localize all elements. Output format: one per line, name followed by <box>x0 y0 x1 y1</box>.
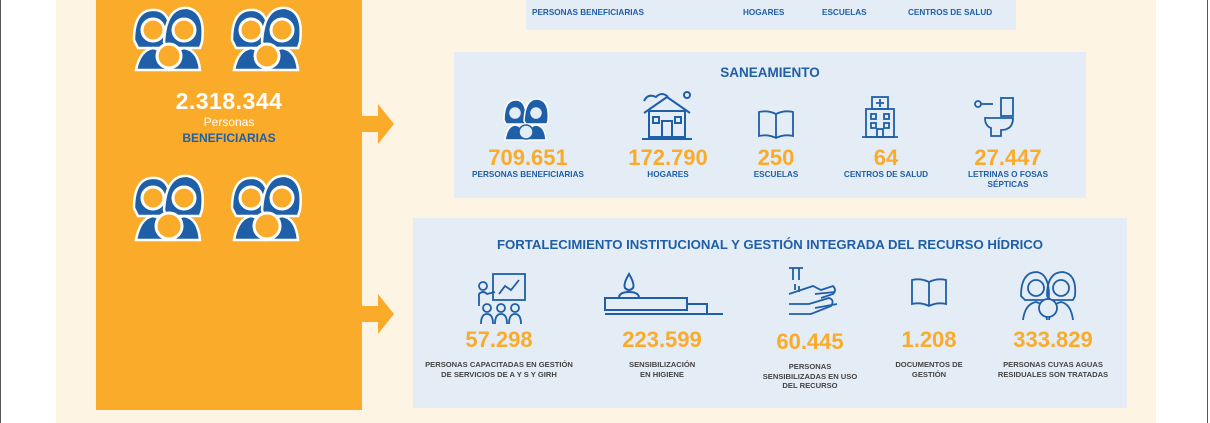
top-label-hogares: HOGARES <box>743 8 785 17</box>
saneamiento-title: SANEAMIENTO <box>720 65 820 80</box>
stat-personas-sensibilizadas: 60.445 PERSONAS SENSIBILIZADAS EN USO DE… <box>755 330 865 391</box>
stat-letrinas: 27.447 LETRINAS O FOSAS SÉPTICAS <box>952 146 1064 190</box>
stat-sensibilizacion-higiene: 223.599 SENSIBILIZACIÓN EN HIGIENE <box>603 328 721 379</box>
stat-value: 64 <box>873 145 899 170</box>
arrow-right-icon <box>362 104 394 144</box>
top-label-escuelas: ESCUELAS <box>822 8 867 17</box>
toilet-icon <box>974 97 1014 137</box>
arrow-right-icon <box>362 294 394 334</box>
fortalecimiento-title: FORTALECIMIENTO INSTITUCIONAL Y GESTIÓN … <box>496 237 1044 252</box>
stat-escuelas: 250 ESCUELAS <box>738 146 814 180</box>
stat-value: 1.208 <box>901 327 957 352</box>
people-icon <box>132 6 302 72</box>
book-icon <box>758 110 794 140</box>
stat-personas-beneficiarias: 709.651 PERSONAS BENEFICIARIAS <box>456 146 600 180</box>
stat-label: PERSONAS CUYAS AGUAS RESIDUALES SON TRAT… <box>997 360 1109 379</box>
water-drop-icon <box>604 272 723 315</box>
stat-label: PERSONAS CAPACITADAS EN GESTIÓN DE SERVI… <box>425 360 573 379</box>
handwash-icon <box>788 267 838 315</box>
book-icon <box>911 278 947 308</box>
agua-panel: PERSONAS BENEFICIARIAS HOGARES ESCUELAS … <box>526 0 1016 30</box>
stat-value: 60.445 <box>776 329 844 354</box>
stat-hogares: 172.790 HOGARES <box>610 146 726 180</box>
training-icon <box>478 273 526 325</box>
stat-value: 709.651 <box>488 145 568 170</box>
total-beneficiaries-caption: BENEFICIARIAS <box>182 131 276 145</box>
fortalecimiento-panel: FORTALECIMIENTO INSTITUCIONAL Y GESTIÓN … <box>413 218 1127 408</box>
top-label-personas: PERSONAS BENEFICIARIAS <box>532 8 644 17</box>
stat-personas-capacitadas: 57.298 PERSONAS CAPACITADAS EN GESTIÓN D… <box>425 328 573 379</box>
stat-label: HOGARES <box>647 170 689 179</box>
stat-label: LETRINAS O FOSAS SÉPTICAS <box>967 170 1049 189</box>
stat-aguas-residuales: 333.829 PERSONAS CUYAS AGUAS RESIDUALES … <box>985 328 1121 379</box>
stat-label: CENTROS DE SALUD <box>843 170 929 179</box>
saneamiento-panel: SANEAMIENTO <box>454 52 1086 198</box>
stat-value: 250 <box>757 145 795 170</box>
stat-value: 333.829 <box>1013 327 1093 352</box>
stat-label: DOCUMENTOS DE GESTIÓN <box>895 360 963 379</box>
stat-label: PERSONAS SENSIBILIZADAS EN USO DEL RECUR… <box>762 362 858 390</box>
total-beneficiaries-subtitle: Personas <box>203 115 255 129</box>
people-icon <box>503 98 550 141</box>
top-label-centros: CENTROS DE SALUD <box>908 8 993 17</box>
stat-documentos-gestion: 1.208 DOCUMENTOS DE GESTIÓN <box>889 328 969 379</box>
stat-value: 57.298 <box>465 327 533 352</box>
stat-centros-de-salud: 64 CENTROS DE SALUD <box>832 146 940 180</box>
people-icon <box>132 174 302 242</box>
stat-value: 172.790 <box>628 145 708 170</box>
stat-value: 27.447 <box>974 145 1042 170</box>
house-icon <box>642 91 692 140</box>
stat-value: 223.599 <box>622 327 702 352</box>
stat-label: PERSONAS BENEFICIARIAS <box>472 170 584 179</box>
total-beneficiaries-value: 2.318.344 <box>175 88 283 114</box>
people-icon <box>1020 271 1077 320</box>
stat-label: ESCUELAS <box>753 170 799 179</box>
hospital-icon <box>862 96 898 138</box>
stat-label: SENSIBILIZACIÓN EN HIGIENE <box>629 360 696 379</box>
